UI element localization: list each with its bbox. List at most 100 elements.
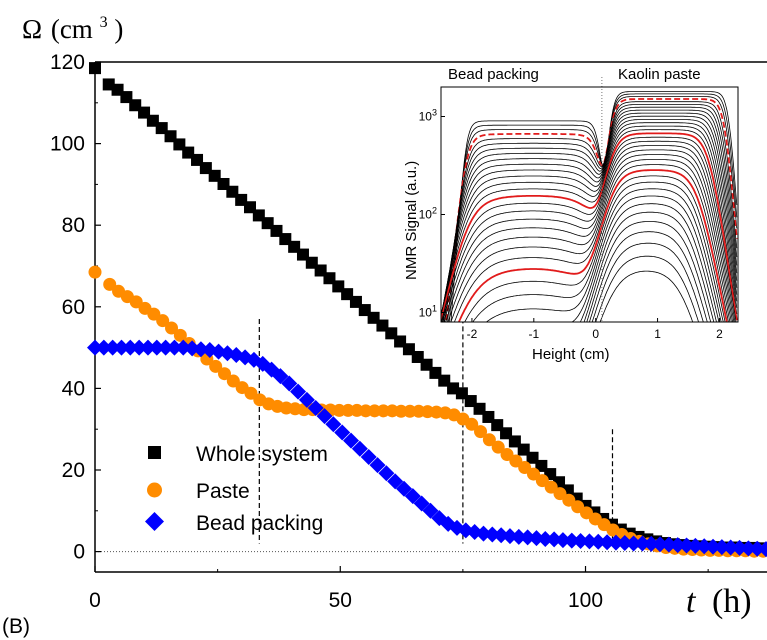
x-tick-label: 0: [89, 589, 101, 612]
main-series-group: [87, 62, 767, 558]
data-point-diamond: [113, 339, 130, 356]
nmr-profile-curve: [472, 181, 724, 322]
inset-border: [440, 86, 739, 323]
data-point-diamond: [643, 535, 660, 552]
data-point-diamond: [528, 530, 545, 547]
nmr-profile-curve: [447, 96, 738, 322]
nmr-profile-curve: [586, 221, 712, 322]
data-point-diamond: [634, 535, 651, 552]
y-tick-label: 80: [62, 214, 85, 237]
data-point-diamond: [740, 540, 757, 557]
nmr-profile-curve: [441, 132, 738, 321]
y-tick-label: 100: [50, 133, 85, 156]
data-point-diamond: [554, 532, 571, 549]
nmr-profile-curve: [447, 154, 732, 322]
inset-x-tick-label: 1: [654, 327, 661, 341]
data-point-diamond: [298, 391, 315, 408]
data-point-diamond: [192, 341, 209, 358]
inset-y-axis-label: NMR Signal (a.u.): [403, 161, 420, 280]
nmr-profile-curve: [441, 109, 738, 322]
y-tick-label: 120: [50, 51, 85, 74]
data-point-circle: [173, 328, 187, 342]
nmr-profile-curve: [588, 231, 708, 322]
nmr-profile-curve: [441, 129, 738, 318]
nmr-profile-curve: [583, 211, 715, 322]
data-point-diamond: [122, 339, 139, 356]
data-point-diamond: [625, 535, 642, 552]
data-point-square: [296, 248, 309, 261]
data-point-diamond: [378, 465, 395, 482]
nmr-profile-curve: [445, 149, 734, 322]
inset-frame: [440, 86, 739, 323]
inset-region-label-bead: Bead packing: [448, 66, 539, 83]
data-point-circle: [217, 367, 231, 381]
data-point-diamond: [546, 531, 563, 548]
data-point-circle: [482, 433, 496, 447]
data-point-diamond: [687, 537, 704, 554]
inset-y-tick-exp: 3: [432, 108, 437, 118]
data-point-diamond: [519, 529, 536, 546]
data-point-diamond: [581, 533, 598, 550]
nmr-profile-curve: [441, 106, 738, 322]
nmr-profile-curve: [444, 101, 738, 322]
data-point-circle: [465, 417, 479, 431]
nmr-profile-curve: [450, 91, 738, 322]
data-point-diamond: [360, 448, 377, 465]
inset-y-tick-base: 10: [419, 110, 433, 124]
x-tick-label: 100: [568, 589, 603, 612]
legend-item-whole-system: Whole system: [148, 443, 328, 466]
legend-marker-diamond: [145, 512, 164, 531]
x-axis-unit: (h): [712, 583, 752, 620]
nmr-profile-curve: [485, 188, 722, 322]
data-point-diamond: [281, 375, 298, 392]
data-point-diamond: [652, 536, 669, 553]
data-point-diamond: [607, 534, 624, 551]
data-point-diamond: [387, 473, 404, 490]
y-axis-label: Ω (cm 3 ): [22, 3, 123, 44]
nmr-profile-curve: [441, 122, 738, 316]
nmr-profile-curve: [443, 145, 735, 322]
y-axis-unit-exp: 3: [100, 14, 108, 31]
nmr-profile-curve: [464, 175, 726, 322]
data-point-diamond: [307, 399, 324, 416]
data-point-circle: [474, 425, 488, 439]
nmr-profile-curve: [445, 98, 738, 322]
data-point-diamond: [175, 339, 192, 356]
nmr-profile-curve: [441, 136, 737, 322]
data-point-diamond: [404, 488, 421, 505]
nmr-profile-curve: [441, 115, 738, 318]
data-point-diamond: [475, 525, 492, 542]
data-point-diamond: [334, 424, 351, 441]
y-tick-label: 60: [62, 296, 85, 319]
data-point-diamond: [316, 408, 333, 425]
legend-label-bead-packing: Bead packing: [196, 512, 323, 535]
data-point-diamond: [369, 457, 386, 474]
inset-y-tick-label: 103: [419, 108, 437, 124]
nmr-profile-curve: [591, 242, 704, 322]
inset-x-tick-label: 2: [716, 327, 723, 341]
data-point-square: [89, 62, 101, 75]
data-point-circle: [103, 277, 117, 291]
data-point-diamond: [660, 536, 677, 553]
inset-y-tick-label: 102: [419, 206, 437, 222]
inset-x-axis-label: Height (cm): [532, 346, 610, 363]
data-point-diamond: [722, 539, 739, 556]
data-point-diamond: [749, 540, 766, 557]
data-point-diamond: [343, 432, 360, 449]
panel-label: (B): [2, 615, 30, 638]
y-axis-unit-open: (cm: [51, 14, 93, 44]
data-point-diamond: [325, 416, 342, 433]
data-point-circle: [209, 359, 223, 373]
y-axis-unit-close: ): [114, 14, 123, 44]
inset-region-label-kaolin: Kaolin paste: [618, 66, 701, 83]
data-point-diamond: [678, 537, 695, 554]
nmr-profile-curve: [442, 140, 736, 322]
data-point-diamond: [713, 539, 730, 556]
data-point-diamond: [148, 339, 165, 356]
data-point-diamond: [572, 532, 589, 549]
data-point-diamond: [731, 539, 748, 556]
data-point-diamond: [590, 533, 607, 550]
inset-x-tick-label: -1: [528, 327, 539, 341]
data-point-diamond: [157, 339, 174, 356]
